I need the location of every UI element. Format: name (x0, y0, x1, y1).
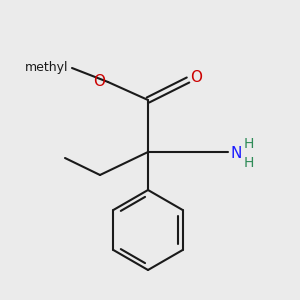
Text: O: O (190, 70, 202, 85)
Text: methyl: methyl (25, 61, 68, 74)
Text: O: O (93, 74, 105, 89)
Text: H: H (244, 156, 254, 170)
Text: N: N (230, 146, 242, 160)
Text: H: H (244, 137, 254, 151)
